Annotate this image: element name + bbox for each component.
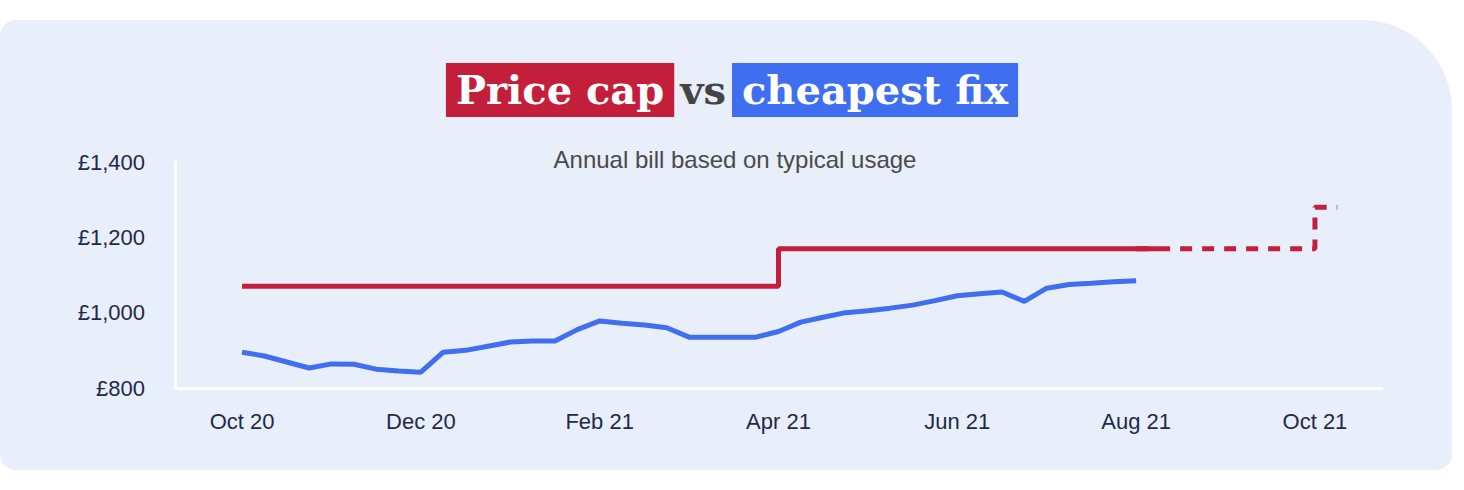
svg-text:£800: £800 [96,376,145,401]
svg-text:cheapest fix: cheapest fix [742,66,1009,113]
svg-text:£1,000: £1,000 [78,300,145,325]
svg-text:Annual bill based on typical u: Annual bill based on typical usage [554,146,917,173]
svg-text:£1,200: £1,200 [78,225,145,250]
svg-text:Dec 20: Dec 20 [386,409,456,434]
svg-text:Oct 21: Oct 21 [1283,409,1348,434]
svg-text:Price cap: Price cap [456,66,664,113]
svg-text:Oct 20: Oct 20 [210,409,275,434]
svg-text:Feb 21: Feb 21 [565,409,634,434]
svg-text:Apr 21: Apr 21 [746,409,811,434]
svg-text:Jun 21: Jun 21 [924,409,990,434]
svg-text:£1,400: £1,400 [78,150,145,175]
svg-text:Aug 21: Aug 21 [1101,409,1171,434]
svg-text:vs: vs [679,66,726,113]
